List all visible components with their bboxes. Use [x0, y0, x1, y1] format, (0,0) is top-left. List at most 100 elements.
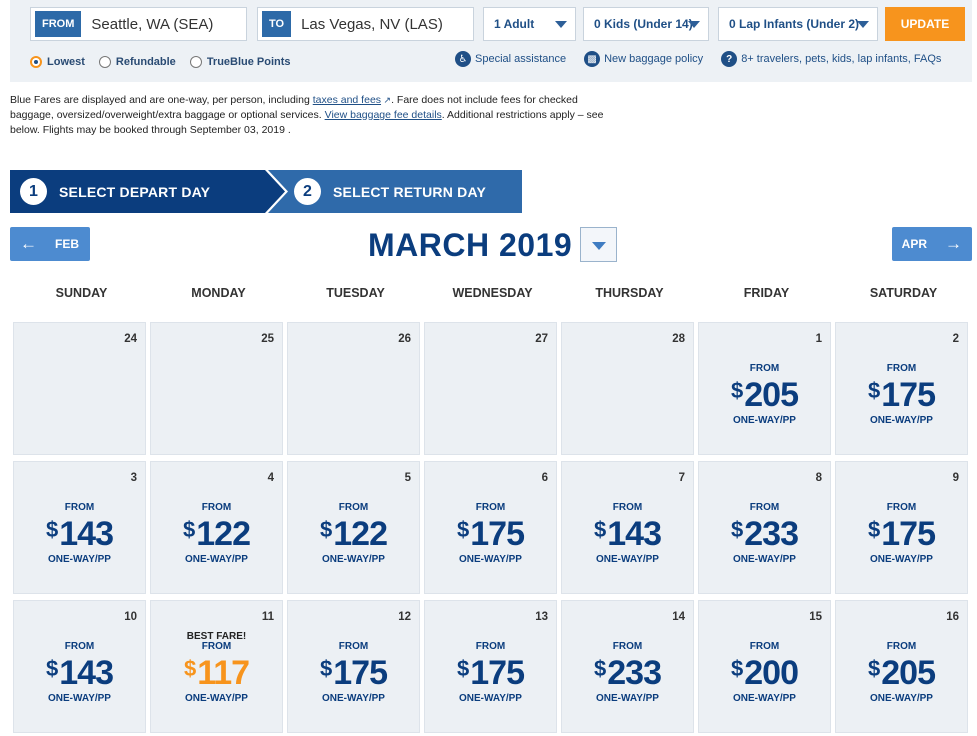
fare-amount: 175: [881, 515, 936, 553]
calendar-day-cell: 26: [287, 322, 420, 455]
day-number: 27: [535, 333, 548, 345]
fare-amount: 233: [744, 515, 799, 553]
to-value: Las Vegas, NV (LAS): [301, 15, 443, 33]
one-way-label: ONE-WAY/PP: [870, 693, 933, 704]
from-label: FROM: [612, 641, 643, 652]
step-select-depart-day[interactable]: 1 SELECT DEPART DAY: [10, 170, 285, 213]
fare-disclaimer: Blue Fares are displayed and are one-way…: [10, 93, 620, 138]
fare-amount: 175: [470, 654, 525, 692]
calendar-day-cell[interactable]: 3 FROM $143 ONE-WAY/PP: [13, 461, 146, 594]
next-month-button[interactable]: APR →: [892, 227, 972, 261]
weekday-wednesday: WEDNESDAY: [452, 286, 533, 300]
note-text: Blue Fares are displayed and are one-way…: [10, 94, 313, 106]
one-way-label: ONE-WAY/PP: [733, 693, 796, 704]
fare-amount: 175: [470, 515, 525, 553]
adults-select[interactable]: 1 Adult: [483, 7, 576, 41]
month-dropdown[interactable]: [580, 227, 617, 262]
currency-symbol: $: [868, 517, 881, 542]
fare-price: $122: [288, 512, 419, 559]
fare-option-refundable[interactable]: Refundable: [98, 56, 176, 68]
month-navigation: ← FEB MARCH 2019 APR →: [10, 227, 972, 263]
from-label: FROM: [338, 641, 369, 652]
calendar-day-cell[interactable]: 15 FROM $200 ONE-WAY/PP: [698, 600, 831, 733]
fare-price: $117: [151, 651, 282, 698]
calendar-day-cell[interactable]: 4 FROM $122 ONE-WAY/PP: [150, 461, 283, 594]
currency-symbol: $: [183, 517, 196, 542]
baggage-icon: ▩: [584, 51, 601, 67]
chevron-down-icon: [555, 21, 567, 28]
kids-value: 0 Kids (Under 14): [594, 17, 693, 31]
fare-option-label: TrueBlue Points: [206, 56, 291, 68]
calendar-day-cell[interactable]: 13 FROM $175 ONE-WAY/PP: [424, 600, 557, 733]
baggage-fee-details-link[interactable]: View baggage fee details: [324, 109, 442, 121]
calendar-day-cell[interactable]: 6 FROM $175 ONE-WAY/PP: [424, 461, 557, 594]
currency-symbol: $: [868, 656, 881, 681]
link-label: New baggage policy: [604, 53, 704, 65]
currency-symbol: $: [46, 517, 59, 542]
calendar-day-cell[interactable]: 1 FROM $205 ONE-WAY/PP: [698, 322, 831, 455]
one-way-label: ONE-WAY/PP: [185, 554, 248, 565]
calendar-day-cell[interactable]: 7 FROM $143 ONE-WAY/PP: [561, 461, 694, 594]
day-number: 9: [952, 472, 959, 484]
update-button[interactable]: UPDATE: [885, 7, 965, 41]
from-label: FROM: [749, 641, 780, 652]
currency-symbol: $: [594, 517, 607, 542]
best-fare-badge: BEST FARE!: [186, 631, 247, 642]
step-number: 2: [294, 178, 321, 205]
fare-amount: 175: [333, 654, 388, 692]
baggage-policy-link[interactable]: ▩ New baggage policy: [584, 51, 703, 67]
calendar-day-cell[interactable]: 9 FROM $175 ONE-WAY/PP: [835, 461, 968, 594]
calendar-day-cell[interactable]: 16 FROM $205 ONE-WAY/PP: [835, 600, 968, 733]
fare-amount: 122: [333, 515, 388, 553]
from-label: FROM: [475, 641, 506, 652]
currency-symbol: $: [457, 656, 470, 681]
currency-symbol: $: [868, 378, 881, 403]
calendar-day-cell[interactable]: 8 FROM $233 ONE-WAY/PP: [698, 461, 831, 594]
radio-icon: [98, 56, 111, 68]
from-tag: FROM: [35, 11, 82, 37]
day-number: 7: [678, 472, 685, 484]
fare-price: $200: [699, 651, 830, 698]
one-way-label: ONE-WAY/PP: [870, 415, 933, 426]
calendar-day-cell[interactable]: 10 FROM $143 ONE-WAY/PP: [13, 600, 146, 733]
step-select-return-day[interactable]: 2 SELECT RETURN DAY: [268, 170, 522, 213]
fare-amount: 143: [59, 515, 114, 553]
special-assistance-link[interactable]: ♿ Special assistance: [455, 51, 566, 67]
from-label: FROM: [201, 641, 232, 652]
taxes-fees-link[interactable]: taxes and fees: [312, 94, 382, 106]
calendar-day-cell[interactable]: 11 BEST FARE! FROM $117 ONE-WAY/PP: [150, 600, 283, 733]
help-links: ♿ Special assistance ▩ New baggage polic…: [455, 51, 959, 67]
calendar-day-cell[interactable]: 14 FROM $233 ONE-WAY/PP: [561, 600, 694, 733]
calendar-day-cell[interactable]: 2 FROM $175 ONE-WAY/PP: [835, 322, 968, 455]
one-way-label: ONE-WAY/PP: [185, 693, 248, 704]
prev-month-label: FEB: [55, 237, 79, 251]
from-label: FROM: [64, 502, 95, 513]
fare-price: $143: [562, 512, 693, 559]
day-number: 25: [261, 333, 274, 345]
day-number: 13: [535, 611, 548, 623]
fare-option-trueblue-points[interactable]: TrueBlue Points: [189, 56, 291, 68]
kids-select[interactable]: 0 Kids (Under 14): [583, 7, 709, 41]
from-field[interactable]: FROM Seattle, WA (SEA): [30, 7, 247, 41]
travelers-faq-link[interactable]: ? 8+ travelers, pets, kids, lap infants,…: [721, 51, 941, 67]
calendar-day-cell[interactable]: 12 FROM $175 ONE-WAY/PP: [287, 600, 420, 733]
day-number: 24: [124, 333, 137, 345]
fare-option-label: Refundable: [115, 56, 176, 68]
adults-value: 1 Adult: [494, 17, 535, 31]
weekday-header: SUNDAY MONDAY TUESDAY WEDNESDAY THURSDAY…: [13, 286, 972, 300]
month-title: MARCH 2019: [368, 227, 573, 263]
fare-option-lowest[interactable]: Lowest: [30, 56, 85, 68]
one-way-label: ONE-WAY/PP: [322, 693, 385, 704]
prev-month-button[interactable]: ← FEB: [10, 227, 90, 261]
currency-symbol: $: [320, 656, 333, 681]
infants-select[interactable]: 0 Lap Infants (Under 2): [718, 7, 878, 41]
one-way-label: ONE-WAY/PP: [48, 693, 111, 704]
fare-amount: 205: [744, 376, 799, 414]
weekday-thursday: THURSDAY: [595, 286, 664, 300]
step-number: 1: [20, 178, 47, 205]
calendar-day-cell[interactable]: 5 FROM $122 ONE-WAY/PP: [287, 461, 420, 594]
fare-amount: 143: [607, 515, 662, 553]
one-way-label: ONE-WAY/PP: [733, 554, 796, 565]
to-field[interactable]: TO Las Vegas, NV (LAS): [257, 7, 474, 41]
day-number: 4: [267, 472, 274, 484]
